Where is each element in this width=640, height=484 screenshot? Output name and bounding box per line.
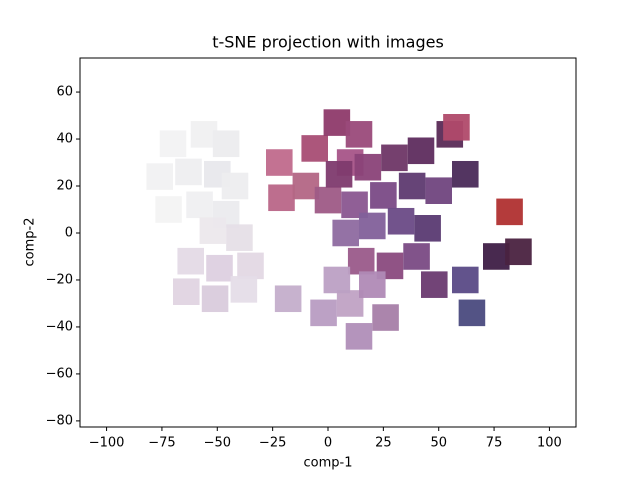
image-tile [186, 191, 213, 219]
image-tile [359, 212, 386, 240]
image-tile [314, 186, 342, 214]
image-tile [345, 121, 373, 148]
x-tick-label: −100 [89, 436, 125, 451]
image-tile [372, 304, 399, 331]
image-tile [398, 172, 426, 200]
image-tile [354, 153, 382, 181]
x-tick-label: −75 [148, 436, 175, 451]
y-tick-label: −60 [46, 366, 73, 381]
image-tile [421, 271, 448, 298]
image-tile [237, 252, 264, 280]
plot-area [146, 109, 532, 350]
x-tick-label: 75 [486, 436, 503, 451]
x-tick-label: −25 [259, 436, 286, 451]
image-tile [370, 182, 397, 209]
image-tile [173, 278, 200, 305]
x-axis-label: comp-1 [304, 456, 353, 471]
image-tile [452, 160, 479, 188]
x-tick-label: 50 [430, 436, 447, 451]
image-tile [190, 121, 218, 148]
image-tile [323, 266, 351, 294]
image-tile [403, 243, 430, 270]
image-tile [201, 285, 229, 313]
image-tile [226, 224, 253, 251]
y-tick-label: 60 [56, 85, 73, 100]
image-tile [301, 135, 328, 162]
y-tick-label: −40 [46, 319, 73, 334]
y-tick-label: −80 [46, 413, 73, 428]
image-tile [332, 219, 359, 247]
image-tile [452, 266, 479, 294]
image-tile [266, 149, 293, 176]
x-tick-label: 100 [537, 436, 562, 451]
image-tile [177, 247, 204, 275]
y-tick-label: 0 [65, 225, 73, 240]
image-tile [407, 137, 435, 165]
image-tile [268, 184, 295, 212]
image-tile [458, 299, 486, 327]
image-tile [206, 254, 233, 282]
image-tile [425, 177, 452, 204]
image-tile [230, 276, 258, 303]
image-tile [496, 198, 523, 226]
chart-title: t-SNE projection with images [212, 33, 444, 52]
image-tile [381, 144, 408, 172]
image-tile [387, 207, 415, 235]
x-tick-label: 25 [375, 436, 392, 451]
image-tile [159, 130, 187, 158]
image-tile [274, 285, 302, 313]
image-tile [505, 238, 532, 266]
y-tick-label: 40 [56, 132, 73, 147]
image-tile [345, 323, 373, 350]
image-tile [359, 271, 386, 298]
y-tick-label: −20 [46, 272, 73, 287]
image-tile [347, 247, 375, 275]
x-tick-label: 0 [324, 436, 332, 451]
image-tile [443, 114, 470, 141]
image-tile [199, 217, 227, 244]
image-tile [146, 163, 173, 190]
y-tick-label: 20 [56, 179, 73, 194]
image-tile [221, 172, 249, 200]
image-tile [212, 130, 240, 158]
image-tile [175, 158, 202, 186]
image-tile [155, 196, 182, 223]
x-tick-label: −50 [204, 436, 231, 451]
image-tile [414, 215, 441, 242]
image-tile [325, 160, 353, 188]
image-tile [310, 299, 337, 327]
y-axis-label: comp-2 [23, 218, 38, 267]
